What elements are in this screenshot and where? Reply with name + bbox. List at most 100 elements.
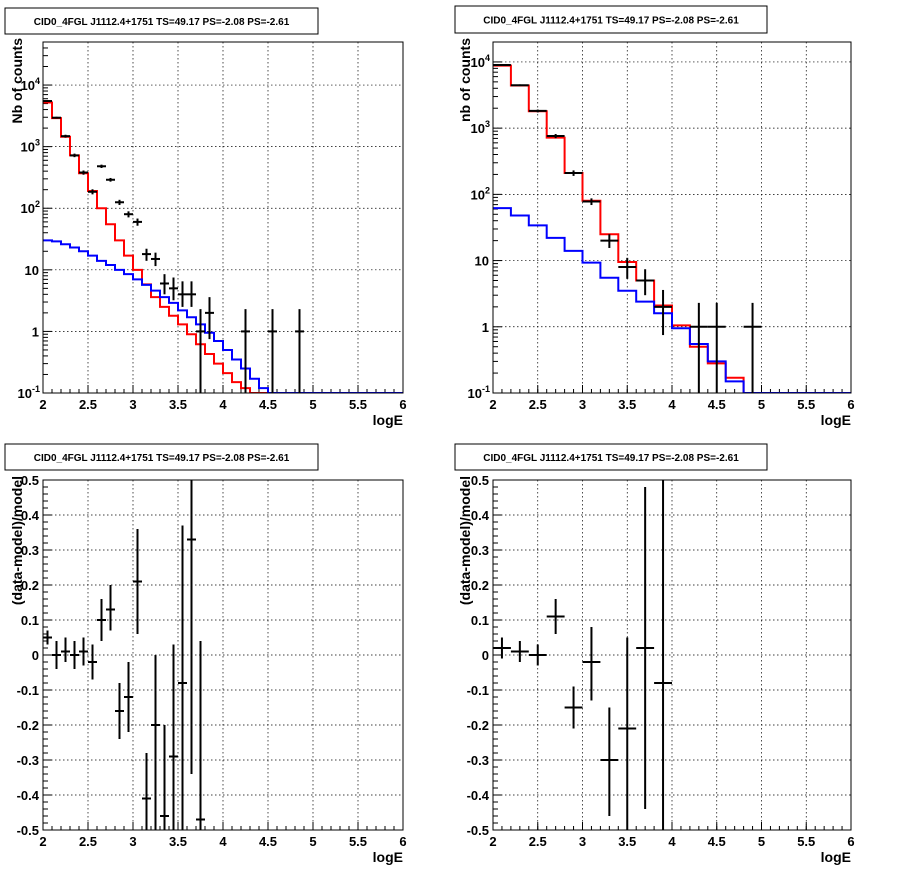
x-tick-label: 3.5 <box>169 834 187 849</box>
x-axis-label: logE <box>821 412 851 428</box>
plot-area <box>493 480 672 830</box>
x-tick-label: 6 <box>847 834 854 849</box>
y-tick-label: 10-1 <box>468 384 490 401</box>
y-tick-label: 0 <box>482 648 489 663</box>
x-tick-label: 5.5 <box>797 834 815 849</box>
y-tick-label: 10-1 <box>18 384 40 401</box>
x-tick-label: 3 <box>579 397 586 412</box>
x-tick-label: 2.5 <box>529 834 547 849</box>
x-tick-label: 2.5 <box>79 834 97 849</box>
y-tick-label: 104 <box>21 76 40 93</box>
x-tick-label: 6 <box>399 397 406 412</box>
histogram-series-2 <box>493 207 851 393</box>
plot-area <box>43 480 205 830</box>
y-tick-label: -0.1 <box>17 683 39 698</box>
x-axis-label: logE <box>821 849 851 865</box>
title-box <box>454 443 768 471</box>
y-tick-label: -0.3 <box>467 753 489 768</box>
x-tick-label: 3 <box>579 834 586 849</box>
chart-panel-2: CID0_4FGL J1112.4+1751 TS=49.17 PS=-2.08… <box>454 5 855 428</box>
chart-panel-3: CID0_4FGL J1112.4+1751 TS=49.17 PS=-2.08… <box>4 443 407 865</box>
x-tick-label: 5 <box>309 397 316 412</box>
y-tick-label: 0.1 <box>21 613 39 628</box>
x-tick-label: 4 <box>668 397 676 412</box>
y-tick-label: 102 <box>21 199 40 216</box>
x-tick-label: 3 <box>129 397 136 412</box>
x-tick-label: 6 <box>399 834 406 849</box>
x-tick-label: 2 <box>489 397 496 412</box>
x-tick-label: 5 <box>758 834 765 849</box>
chart-title: CID0_4FGL J1112.4+1751 TS=49.17 PS=-2.08… <box>34 453 290 464</box>
y-tick-label: 0.3 <box>21 543 39 558</box>
title-box <box>454 5 768 34</box>
x-axis-label: logE <box>373 849 403 865</box>
y-tick-label: 1 <box>32 324 39 339</box>
x-tick-label: 5.5 <box>349 397 367 412</box>
y-tick-label: -0.5 <box>17 823 39 838</box>
x-tick-label: 5.5 <box>349 834 367 849</box>
y-tick-label: 103 <box>471 119 490 136</box>
x-tick-label: 3.5 <box>618 834 636 849</box>
x-tick-label: 4.5 <box>708 397 726 412</box>
x-axis-label: logE <box>373 412 403 428</box>
y-tick-label: 102 <box>471 185 490 202</box>
x-tick-label: 2 <box>489 834 496 849</box>
y-tick-label: -0.3 <box>17 753 39 768</box>
y-tick-label: -0.1 <box>467 683 489 698</box>
x-tick-label: 3 <box>129 834 136 849</box>
y-tick-label: 0.2 <box>471 578 489 593</box>
x-tick-label: 2 <box>39 397 46 412</box>
y-tick-label: 10 <box>25 263 39 278</box>
y-tick-label: -0.4 <box>17 788 40 803</box>
y-tick-label: 10 <box>475 254 489 269</box>
x-tick-label: 3.5 <box>169 397 187 412</box>
title-box <box>4 443 319 471</box>
y-tick-label: -0.2 <box>17 718 39 733</box>
chart-panel-1: CID0_4FGL J1112.4+1751 TS=49.17 PS=-2.08… <box>4 7 407 428</box>
y-axis-label: Nb of counts <box>9 38 25 124</box>
y-tick-label: 0.5 <box>21 473 39 488</box>
x-tick-label: 2 <box>39 834 46 849</box>
chart-title: CID0_4FGL J1112.4+1751 TS=49.17 PS=-2.08… <box>34 17 290 28</box>
plot-frame <box>42 479 404 831</box>
x-tick-label: 4.5 <box>259 397 277 412</box>
x-tick-label: 2.5 <box>79 397 97 412</box>
y-tick-label: 0.4 <box>471 508 490 523</box>
y-tick-label: -0.2 <box>467 718 489 733</box>
plot-area <box>43 100 403 393</box>
histogram-series-2 <box>43 239 403 393</box>
y-tick-label: -0.4 <box>467 788 490 803</box>
title-box <box>4 7 319 35</box>
x-tick-label: 5.5 <box>797 397 815 412</box>
chart-title: CID0_4FGL J1112.4+1751 TS=49.17 PS=-2.08… <box>483 16 739 27</box>
x-tick-label: 4.5 <box>708 834 726 849</box>
chart-panel-4: CID0_4FGL J1112.4+1751 TS=49.17 PS=-2.08… <box>454 443 855 865</box>
y-axis-label: (data-model)/model <box>9 476 25 605</box>
y-axis-label: nb of counts <box>457 38 473 122</box>
x-tick-label: 5 <box>758 397 765 412</box>
y-tick-label: 0 <box>32 648 39 663</box>
x-tick-label: 2.5 <box>529 397 547 412</box>
x-tick-label: 5 <box>309 834 316 849</box>
y-tick-label: 0.3 <box>471 543 489 558</box>
y-tick-label: 0.1 <box>471 613 489 628</box>
y-tick-label: 103 <box>21 138 40 155</box>
y-tick-label: 0.4 <box>21 508 40 523</box>
plot-frame <box>492 41 852 394</box>
chart-title: CID0_4FGL J1112.4+1751 TS=49.17 PS=-2.08… <box>483 453 739 464</box>
y-tick-label: -0.5 <box>467 823 489 838</box>
plot-frame <box>492 479 852 831</box>
y-tick-label: 1 <box>482 320 489 335</box>
x-tick-label: 4 <box>668 834 676 849</box>
plot-frame <box>42 41 404 394</box>
x-tick-label: 4 <box>219 834 227 849</box>
x-tick-label: 4.5 <box>259 834 277 849</box>
y-tick-label: 104 <box>471 53 490 70</box>
x-tick-label: 6 <box>847 397 854 412</box>
y-tick-label: 0.5 <box>471 473 489 488</box>
y-axis-label: (data-model)/model <box>457 476 473 605</box>
y-tick-label: 0.2 <box>21 578 39 593</box>
x-tick-label: 4 <box>219 397 227 412</box>
x-tick-label: 3.5 <box>618 397 636 412</box>
